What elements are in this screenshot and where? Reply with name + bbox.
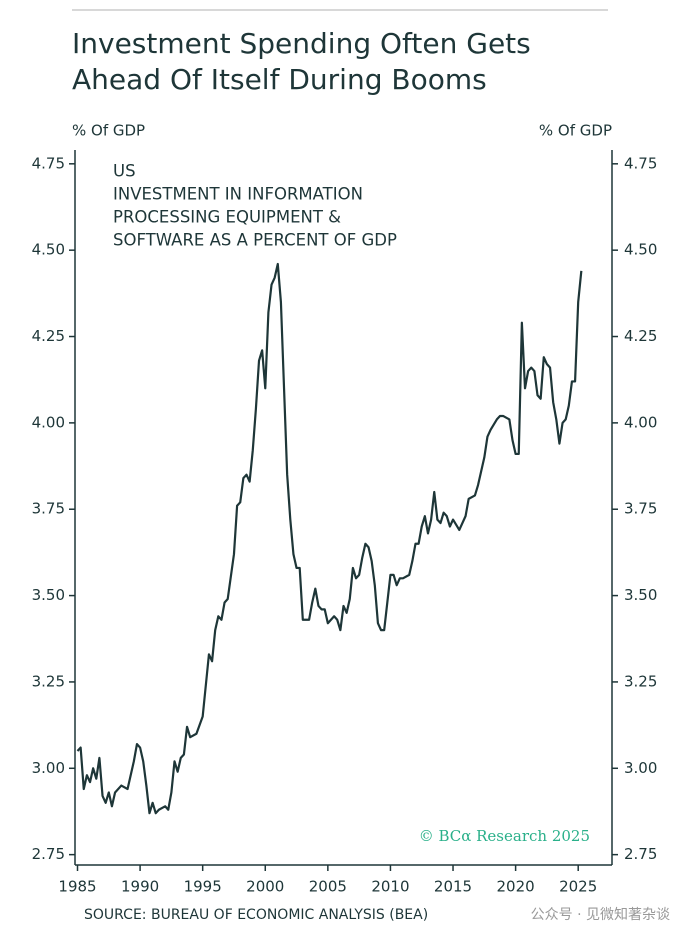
y-tick-label: 3.75 (32, 500, 65, 518)
source: SOURCE: BUREAU OF ECONOMIC ANALYSIS (BEA… (84, 907, 428, 923)
y2-tick-label: 4.25 (624, 327, 657, 345)
y2-tick-label: 2.75 (624, 845, 657, 863)
annotation-line: PROCESSING EQUIPMENT & (113, 208, 341, 227)
x-tick-label: 2005 (309, 878, 347, 896)
y2-axis-label: % Of GDP (539, 122, 612, 140)
x-tick-label: 2020 (497, 878, 535, 896)
x-tick-label: 2015 (434, 878, 472, 896)
x-tick-label: 2000 (246, 878, 284, 896)
chart-title: Investment Spending Often Gets Ahead Of … (72, 27, 531, 96)
annotation-line: SOFTWARE AS A PERCENT OF GDP (113, 231, 397, 250)
y-tick-label: 4.50 (32, 241, 65, 259)
y2-tick-label: 4.00 (624, 413, 657, 431)
y-tick-label: 4.25 (32, 327, 65, 345)
y-tick-label: 3.00 (32, 759, 65, 777)
y2-tick-label: 3.75 (624, 500, 657, 518)
data-line (76, 262, 583, 815)
y-axis-label: % Of GDP (72, 122, 145, 140)
watermark: 公众号 · 见微知著杂谈 (531, 906, 670, 923)
y2-tick-label: 3.50 (624, 586, 657, 604)
y2-tick-label: 3.25 (624, 672, 657, 690)
x-tick-label: 1995 (184, 878, 222, 896)
y-tick-label: 2.75 (32, 845, 65, 863)
y-tick-label: 4.75 (32, 154, 65, 172)
x-tick-label: 2010 (371, 878, 409, 896)
credit: © BCα Research 2025 (419, 827, 590, 845)
annotation-line: INVESTMENT IN INFORMATION (113, 185, 363, 204)
y2-tick-label: 4.50 (624, 241, 657, 259)
y-tick-label: 3.50 (32, 586, 65, 604)
annotation-line: US (113, 162, 136, 181)
y-tick-label: 3.25 (32, 672, 65, 690)
x-tick-label: 2025 (559, 878, 597, 896)
y2-tick-label: 3.00 (624, 759, 657, 777)
y-tick-label: 4.00 (32, 413, 65, 431)
y2-tick-label: 4.75 (624, 154, 657, 172)
x-tick-label: 1985 (58, 878, 96, 896)
x-tick-label: 1990 (121, 878, 159, 896)
